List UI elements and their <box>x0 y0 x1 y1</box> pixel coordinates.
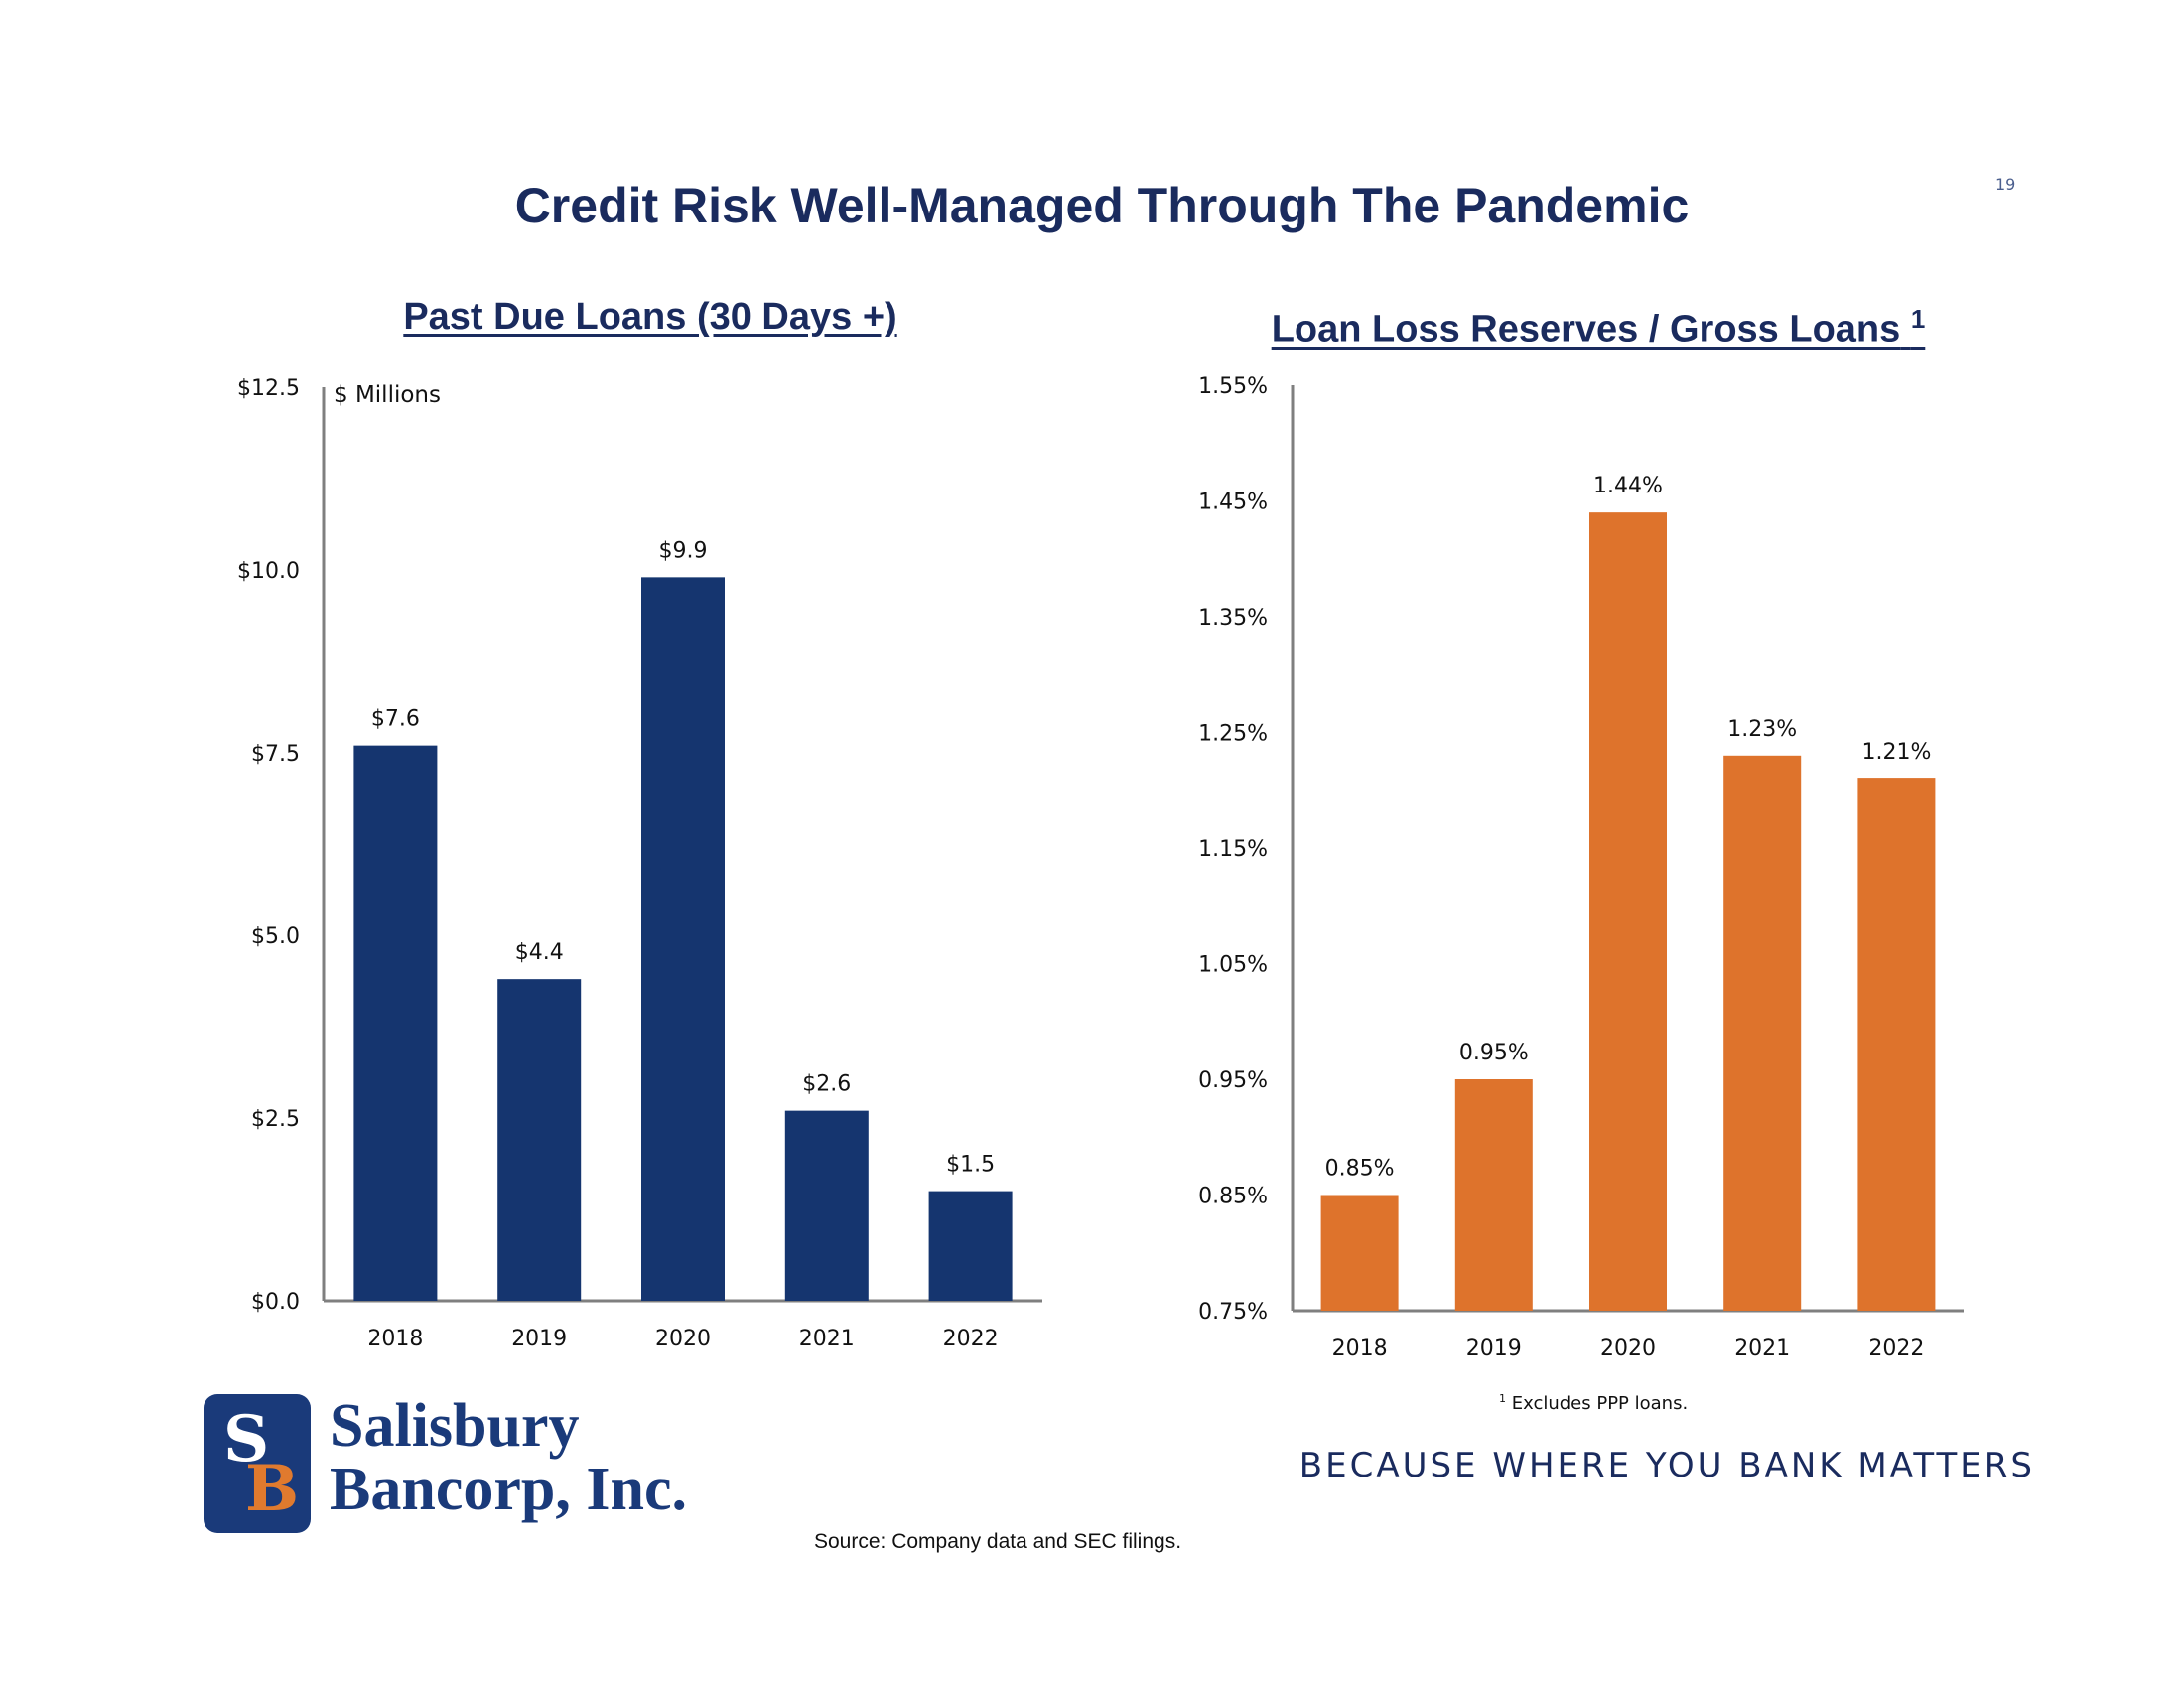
reserves-bar-2020 <box>1589 512 1667 1311</box>
past-due-y-tick-label: $10.0 <box>237 559 300 584</box>
past-due-y-tick-label: $5.0 <box>251 924 300 949</box>
reserves-y-tick-label: 1.05% <box>1198 953 1268 978</box>
reserves-y-tick-label: 1.45% <box>1198 491 1268 515</box>
past-due-bar-2018 <box>353 745 438 1301</box>
past-due-x-tick-label: 2021 <box>799 1327 855 1351</box>
past-due-data-label: $1.5 <box>946 1153 995 1178</box>
footnote-marker: 1 <box>1499 1392 1506 1405</box>
reserves-data-label: 0.95% <box>1459 1041 1529 1065</box>
past-due-data-label: $2.6 <box>802 1072 851 1097</box>
reserves-data-label: 0.85% <box>1325 1157 1395 1182</box>
reserves-chart-title: Loan Loss Reserves / Gross Loans 1 <box>1221 304 1976 352</box>
reserves-y-tick-label: 0.85% <box>1198 1185 1268 1209</box>
reserves-x-tick-label: 2019 <box>1466 1336 1522 1361</box>
reserves-bar-2022 <box>1857 778 1936 1311</box>
reserves-data-label: 1.23% <box>1727 717 1797 742</box>
logo-line-2: Bancorp, Inc. <box>330 1456 687 1523</box>
reserves-bar-2021 <box>1723 755 1802 1311</box>
reserves-bar-2018 <box>1320 1195 1399 1311</box>
past-due-x-tick-label: 2019 <box>511 1327 567 1351</box>
page-number: 19 <box>1995 175 2016 194</box>
reserves-x-tick-label: 2021 <box>1734 1336 1790 1361</box>
past-due-data-label: $7.6 <box>371 707 420 732</box>
company-logo-mark: S B <box>204 1394 311 1533</box>
reserves-y-tick-label: 1.15% <box>1198 837 1268 862</box>
past-due-data-label: $9.9 <box>659 538 708 563</box>
company-logo-text: Salisbury Bancorp, Inc. <box>330 1394 687 1521</box>
reserves-x-tick-label: 2018 <box>1332 1336 1388 1361</box>
past-due-unit-label: $ Millions <box>334 382 441 408</box>
past-due-y-tick-label: $7.5 <box>251 742 300 767</box>
past-due-x-tick-label: 2018 <box>367 1327 423 1351</box>
reserves-x-tick-label: 2022 <box>1868 1336 1924 1361</box>
past-due-chart-title: Past Due Loans (30 Days +) <box>403 296 897 338</box>
source-note: Source: Company data and SEC filings. <box>814 1530 1182 1553</box>
past-due-bar-2019 <box>497 979 582 1301</box>
past-due-y-tick-label: $2.5 <box>251 1107 300 1132</box>
logo-mark-s: S <box>223 1402 270 1477</box>
past-due-bar-2021 <box>784 1110 869 1301</box>
reserves-y-tick-label: 1.55% <box>1198 374 1268 399</box>
reserves-y-tick-label: 0.95% <box>1198 1068 1268 1093</box>
logo-mark-b: B <box>245 1452 300 1526</box>
past-due-y-tick-label: $0.0 <box>251 1290 300 1315</box>
past-due-data-label: $4.4 <box>515 940 564 965</box>
reserves-x-tick-label: 2020 <box>1600 1336 1656 1361</box>
reserves-chart-title-text: Loan Loss Reserves / Gross Loans <box>1271 308 1901 351</box>
reserves-y-tick-label: 1.35% <box>1198 606 1268 631</box>
footnote: 1 Excludes PPP loans. <box>1499 1392 1688 1414</box>
reserves-bar-2019 <box>1454 1079 1533 1311</box>
past-due-x-tick-label: 2022 <box>943 1327 999 1351</box>
page-title: Credit Risk Well-Managed Through The Pan… <box>514 178 1690 233</box>
past-due-bar-2022 <box>928 1191 1013 1301</box>
past-due-x-tick-label: 2020 <box>655 1327 711 1351</box>
tagline: BECAUSE WHERE YOU BANK MATTERS <box>1298 1446 2035 1485</box>
logo-line-1: Salisbury <box>330 1392 580 1460</box>
reserves-y-tick-label: 1.25% <box>1198 722 1268 747</box>
past-due-bar-2020 <box>641 577 725 1301</box>
footnote-reference: 1 <box>1910 304 1926 334</box>
reserves-y-tick-label: 0.75% <box>1198 1300 1268 1325</box>
reserves-data-label: 1.21% <box>1861 740 1931 765</box>
reserves-data-label: 1.44% <box>1593 474 1663 498</box>
footnote-text: Excludes PPP loans. <box>1511 1393 1689 1414</box>
past-due-y-tick-label: $12.5 <box>237 376 300 401</box>
